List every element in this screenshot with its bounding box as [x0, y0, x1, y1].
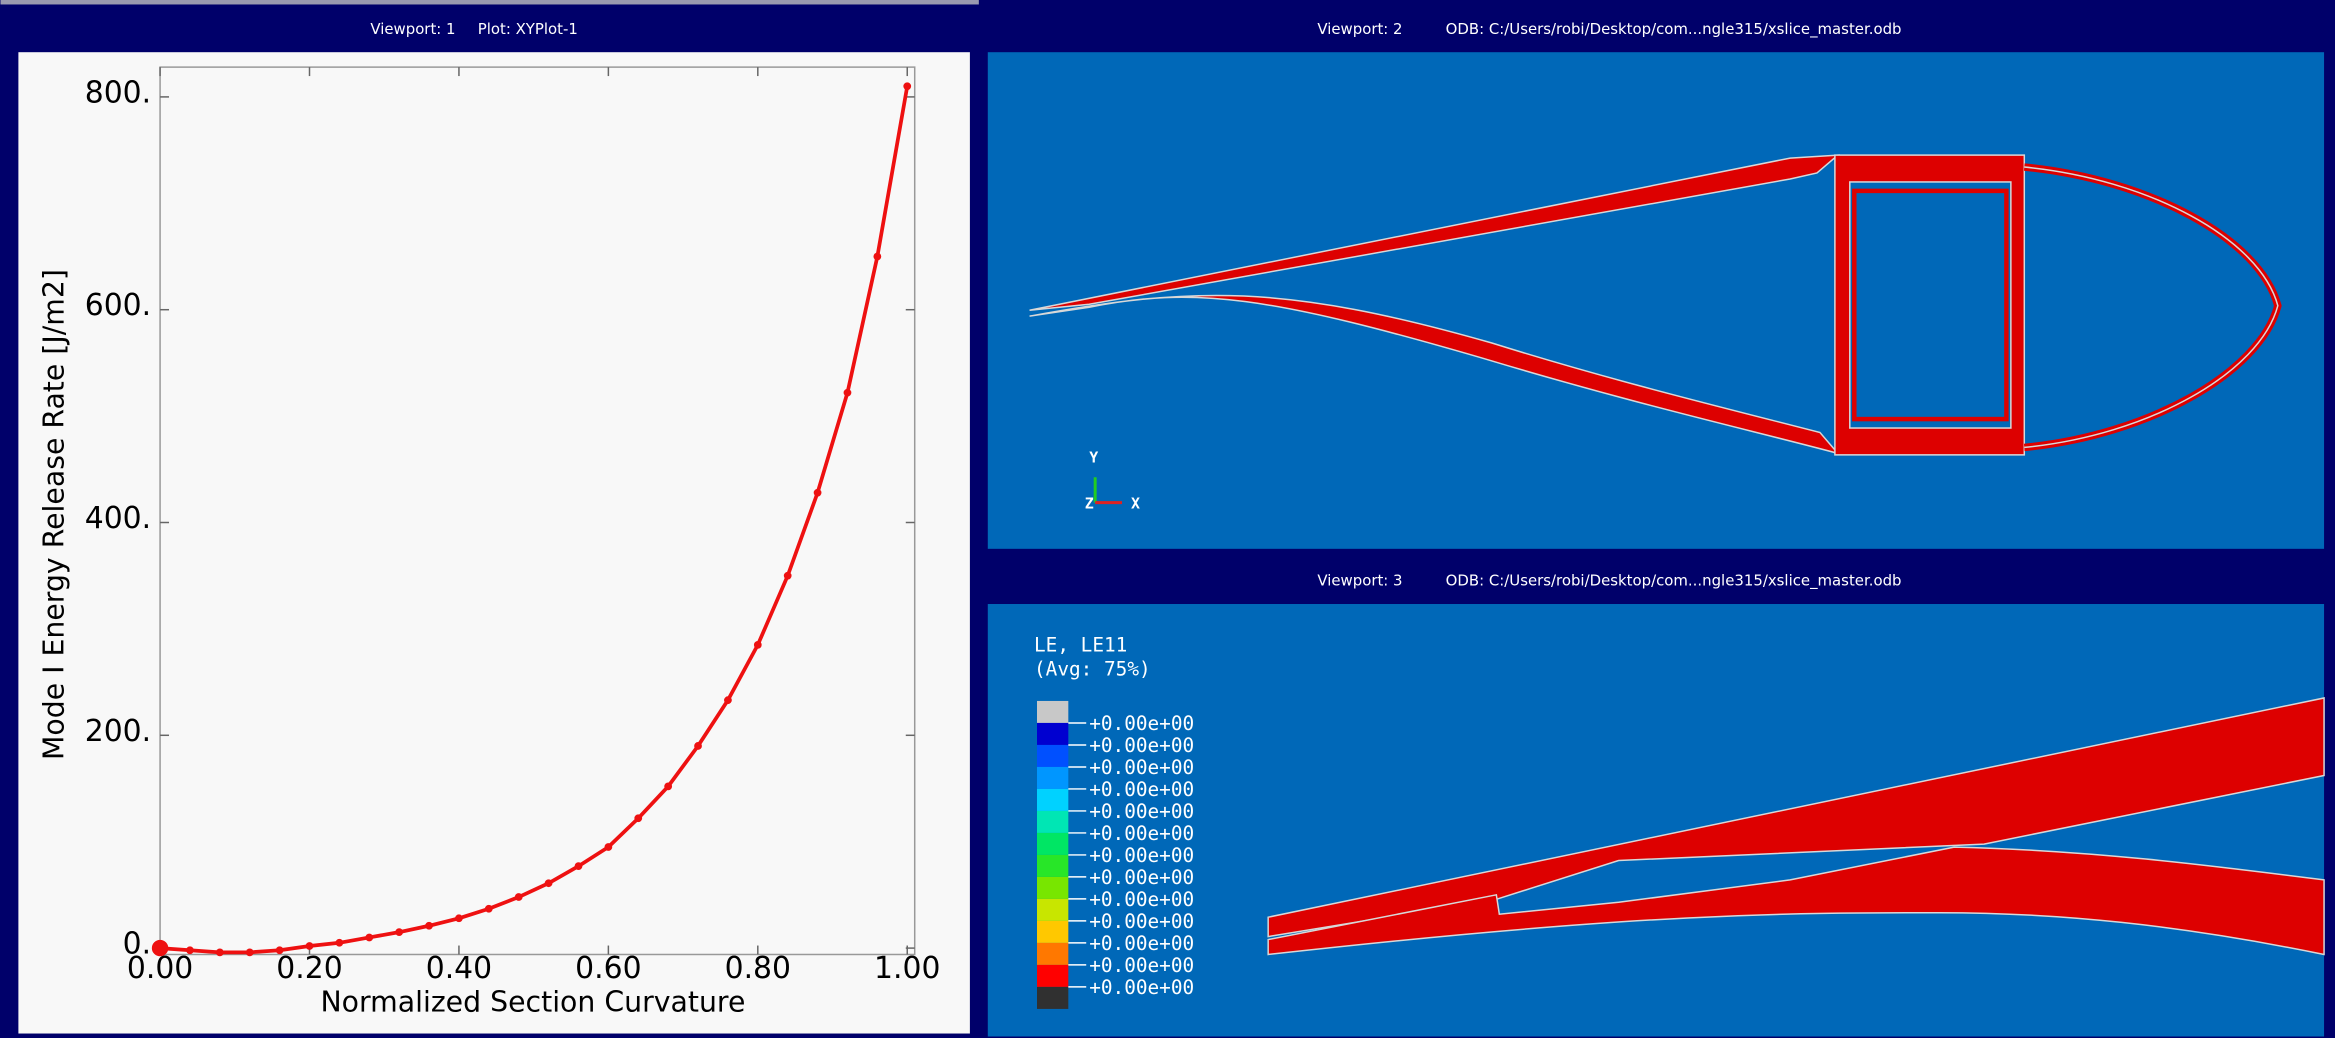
legend-subtitle: (Avg: 75%): [1034, 658, 1151, 681]
data-point: [694, 742, 702, 750]
y-tick-label: 400.: [85, 501, 151, 536]
legend-label: +0.00e+00: [1089, 800, 1194, 823]
model-view: [988, 52, 2324, 549]
spar-cavity: [1865, 195, 1996, 414]
legend-label: +0.00e+00: [1089, 888, 1194, 911]
legend-title: LE, LE11: [1034, 634, 1127, 657]
viewport-label: Viewport: 1: [370, 20, 455, 38]
legend-label: +0.00e+00: [1089, 954, 1194, 977]
top-edge: [0, 0, 978, 4]
x-axis-label: Normalized Section Curvature: [320, 986, 745, 1019]
legend-swatch: [1037, 965, 1068, 987]
legend-swatch: [1037, 921, 1068, 943]
legend-swatch: [1037, 767, 1068, 789]
data-point: [604, 843, 612, 851]
x-tick-label: 0.20: [276, 951, 342, 986]
y-tick-label: 200.: [85, 714, 151, 749]
data-point: [784, 572, 792, 580]
data-point: [186, 946, 194, 954]
data-point: [365, 934, 373, 942]
y-tick-label: 0.: [123, 927, 151, 962]
legend-swatch: [1037, 943, 1068, 965]
data-point: [276, 946, 284, 954]
data-point: [395, 928, 403, 936]
triad-label: X: [1131, 495, 1140, 513]
y-axis-label: Mode I Energy Release Rate [J/m2]: [38, 269, 71, 760]
viewport-name: ODB: C:/Users/robi/Desktop/com...ngle315…: [1446, 572, 1902, 590]
data-point: [664, 782, 672, 790]
legend-label: +0.00e+00: [1089, 844, 1194, 867]
legend-swatch: [1037, 987, 1068, 1009]
viewport-name: Plot: XYPlot-1: [478, 20, 578, 38]
viewport-label: Viewport: 3: [1317, 572, 1402, 590]
data-point: [425, 922, 433, 930]
legend-swatch: [1037, 789, 1068, 811]
data-point: [545, 879, 553, 887]
viewport-label: Viewport: 2: [1317, 20, 1402, 38]
legend-label: +0.00e+00: [1089, 778, 1194, 801]
data-point: [485, 905, 493, 913]
legend-label: +0.00e+00: [1089, 910, 1194, 933]
legend-swatch: [1037, 723, 1068, 745]
legend-label: +0.00e+00: [1089, 866, 1194, 889]
data-point: [634, 814, 642, 822]
legend-label: +0.00e+00: [1089, 822, 1194, 845]
contour-legend: +0.00e+00+0.00e+00+0.00e+00+0.00e+00+0.0…: [1037, 701, 1194, 1009]
legend-swatch: [1037, 855, 1068, 877]
data-point: [336, 939, 344, 947]
data-point: [903, 82, 911, 90]
x-tick-label: 0.40: [426, 951, 492, 986]
page: {"viewports": [ {"label": "Viewport: 1",…: [0, 0, 2335, 1038]
legend-swatch: [1037, 701, 1068, 723]
data-point: [515, 893, 523, 901]
legend-swatch: [1037, 811, 1068, 833]
data-point: [754, 641, 762, 649]
data-point: [844, 389, 852, 397]
y-tick-label: 600.: [85, 288, 151, 323]
data-point: [724, 696, 732, 704]
data-point: [814, 489, 822, 497]
legend-label: +0.00e+00: [1089, 976, 1194, 999]
plot-panel: [18, 52, 970, 1033]
legend-swatch: [1037, 833, 1068, 855]
y-tick-label: 800.: [85, 75, 151, 110]
screen: Viewport: 1 Plot: XYPlot-1 0.000.200.400…: [0, 0, 2335, 1038]
legend-label: +0.00e+00: [1089, 734, 1194, 757]
legend-swatch: [1037, 877, 1068, 899]
data-point: [152, 940, 168, 956]
triad-label: Y: [1089, 448, 1098, 466]
x-tick-label: 1.00: [874, 951, 940, 986]
data-point: [575, 862, 583, 870]
data-point: [216, 948, 224, 956]
legend-swatch: [1037, 745, 1068, 767]
triad-label: Z: [1085, 495, 1094, 513]
x-tick-label: 0.60: [575, 951, 641, 986]
legend-label: +0.00e+00: [1089, 712, 1194, 735]
legend-label: +0.00e+00: [1089, 932, 1194, 955]
data-point: [246, 948, 254, 956]
data-point: [306, 942, 314, 950]
x-tick-label: 0.80: [725, 951, 791, 986]
legend-swatch: [1037, 899, 1068, 921]
data-point: [873, 253, 881, 261]
data-point: [455, 914, 463, 922]
viewport-name: ODB: C:/Users/robi/Desktop/com...ngle315…: [1446, 20, 1902, 38]
legend-label: +0.00e+00: [1089, 756, 1194, 779]
